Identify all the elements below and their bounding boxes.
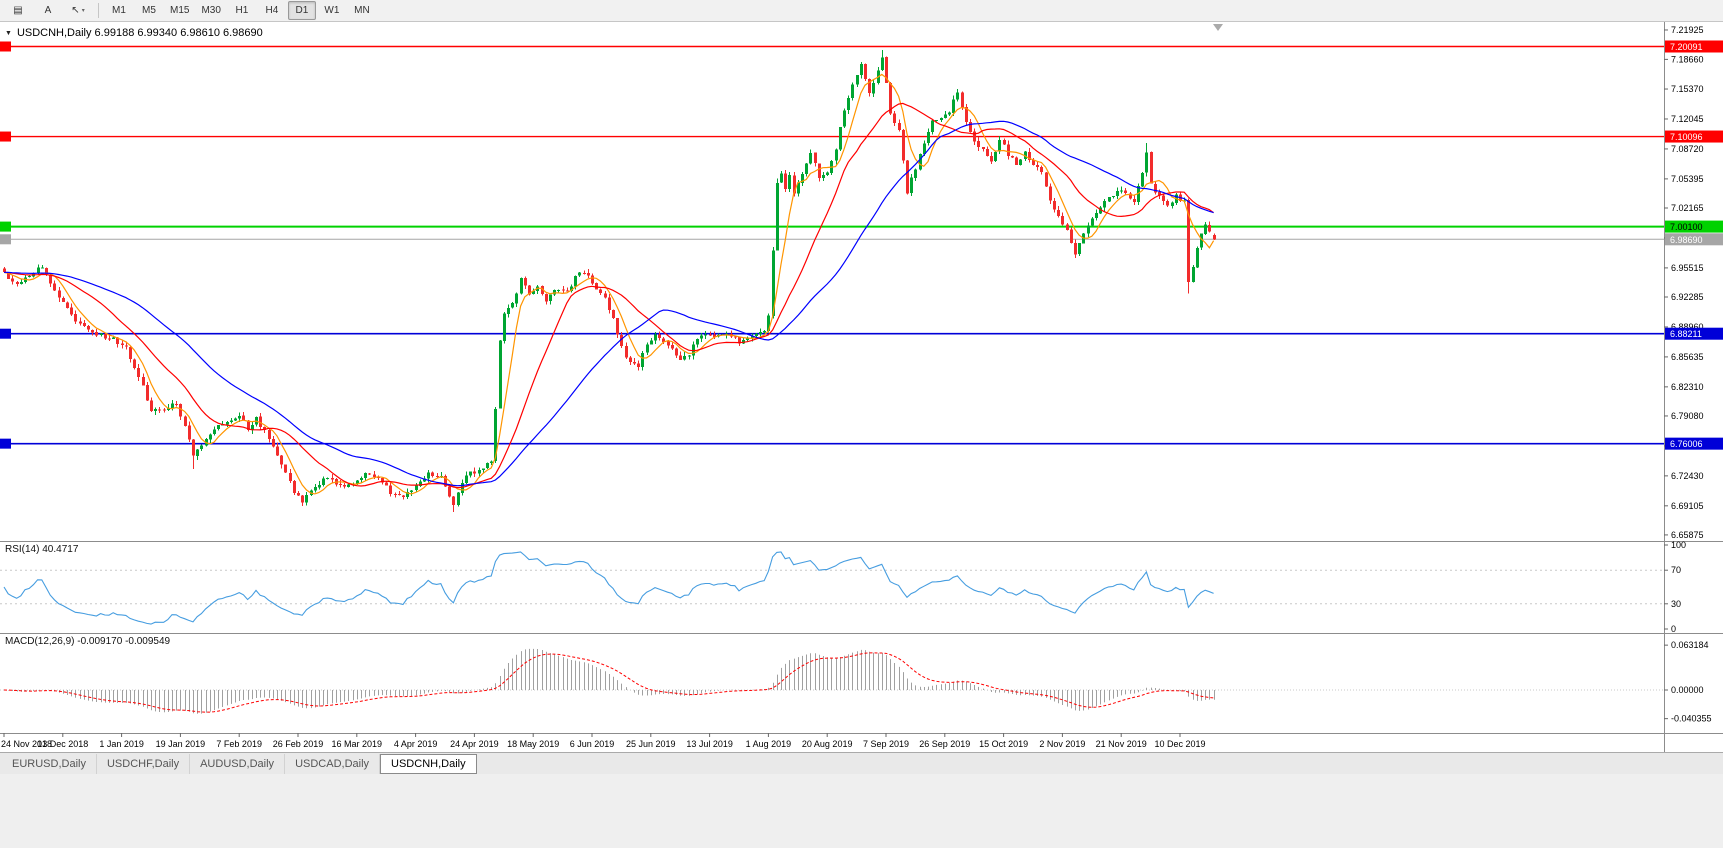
svg-text:30: 30	[1671, 599, 1681, 609]
toolbar-separator	[98, 3, 99, 18]
svg-text:6.98690: 6.98690	[1670, 235, 1703, 245]
svg-text:-0.040355: -0.040355	[1671, 714, 1712, 724]
svg-text:25 Jun 2019: 25 Jun 2019	[626, 739, 676, 749]
svg-text:7.00100: 7.00100	[1670, 222, 1703, 232]
svg-text:16 Mar 2019: 16 Mar 2019	[332, 739, 383, 749]
svg-text:21 Nov 2019: 21 Nov 2019	[1096, 739, 1147, 749]
rsi-panel: 100 70 30 0	[0, 540, 1686, 634]
timeframe-button-m15[interactable]: M15	[170, 5, 190, 16]
svg-text:20 Aug 2019: 20 Aug 2019	[802, 739, 853, 749]
svg-text:6 Jun 2019: 6 Jun 2019	[570, 739, 615, 749]
window-background	[0, 774, 1723, 848]
timeframe-button-w1[interactable]: W1	[324, 5, 340, 16]
symbol-dropdown-icon[interactable]: ▼	[5, 29, 12, 37]
ma-line-18	[3, 102, 1214, 489]
svg-text:6.82310: 6.82310	[1671, 382, 1704, 392]
chart-canvas[interactable]: 7.21925 7.18660 7.15370 7.12045 7.08720 7.053…	[0, 22, 1723, 752]
svg-text:24 Apr 2019: 24 Apr 2019	[450, 739, 499, 749]
svg-text:13 Dec 2018: 13 Dec 2018	[37, 739, 88, 749]
svg-text:2 Nov 2019: 2 Nov 2019	[1039, 739, 1085, 749]
svg-text:13 Jul 2019: 13 Jul 2019	[686, 739, 733, 749]
chart-tab-audusd[interactable]: AUDUSD,Daily	[190, 753, 286, 774]
svg-text:6.72430: 6.72430	[1671, 471, 1704, 481]
symbol-ohlc-text: USDCNH,Daily 6.99188 6.99340 6.98610 6.9…	[16, 27, 263, 39]
timeframe-button-h1[interactable]: H1	[235, 5, 249, 16]
price-axis[interactable]: 7.21925 7.18660 7.15370 7.12045 7.08720 7.053…	[1664, 22, 1723, 752]
symbol-title: ▼ USDCNH,Daily 6.99188 6.99340 6.98610 6…	[5, 27, 263, 39]
chart-tab-usdchf[interactable]: USDCHF,Daily	[97, 753, 191, 774]
svg-text:24 Nov 2018: 24 Nov 2018	[1, 739, 52, 749]
svg-text:7.08720: 7.08720	[1671, 144, 1704, 154]
svg-text:10 Dec 2019: 10 Dec 2019	[1154, 739, 1205, 749]
text-tool-icon[interactable]: A	[44, 5, 52, 16]
candlestick-series	[3, 50, 1216, 513]
svg-text:19 Jan 2019: 19 Jan 2019	[156, 739, 206, 749]
svg-text:4 Apr 2019: 4 Apr 2019	[394, 739, 438, 749]
hline-price-tags[interactable]: 7.20091 7.10096 7.00100 6.98690 6.88211 6.760…	[0, 40, 1723, 450]
svg-text:6.95515: 6.95515	[1671, 263, 1704, 273]
svg-text:1 Aug 2019: 1 Aug 2019	[746, 739, 792, 749]
timeframe-button-m5[interactable]: M5	[142, 5, 156, 16]
timeframe-button-h4[interactable]: H4	[265, 5, 279, 16]
chart-tab-usdcad[interactable]: USDCAD,Daily	[285, 753, 381, 774]
svg-text:6.76006: 6.76006	[1670, 439, 1703, 449]
ma-line-6	[3, 73, 1215, 495]
timeframe-button-m30[interactable]: M30	[201, 5, 221, 16]
rsi-label: RSI(14) 40.4717	[5, 544, 79, 555]
svg-text:26 Feb 2019: 26 Feb 2019	[273, 739, 324, 749]
svg-text:6.69105: 6.69105	[1671, 501, 1704, 511]
svg-text:7.15370: 7.15370	[1671, 84, 1704, 94]
timeframe-button-mn[interactable]: MN	[354, 5, 370, 16]
svg-text:26 Sep 2019: 26 Sep 2019	[919, 739, 970, 749]
svg-text:18 May 2019: 18 May 2019	[507, 739, 559, 749]
svg-text:70: 70	[1671, 565, 1681, 575]
timeframe-button-m1[interactable]: M1	[112, 5, 126, 16]
horizontal-lines[interactable]	[0, 45, 1664, 445]
svg-text:6.65875: 6.65875	[1671, 530, 1704, 540]
rsi-line	[3, 551, 1214, 625]
svg-text:1 Jan 2019: 1 Jan 2019	[99, 739, 144, 749]
svg-text:7 Sep 2019: 7 Sep 2019	[863, 739, 909, 749]
chart-grid-icon[interactable]: ▤	[13, 5, 23, 16]
svg-text:6.85635: 6.85635	[1671, 352, 1704, 362]
timeframe-button-d1[interactable]: D1	[287, 1, 316, 20]
svg-text:7.05395: 7.05395	[1671, 174, 1704, 184]
macd-panel: 0.063184 0.00000 -0.040355	[0, 640, 1712, 724]
svg-text:7.12045: 7.12045	[1671, 114, 1704, 124]
moving-averages	[3, 73, 1215, 495]
cursor-tool-icon[interactable]: ↖ ▾	[71, 5, 85, 16]
svg-text:0.063184: 0.063184	[1671, 640, 1709, 650]
svg-text:6.88960: 6.88960	[1671, 322, 1704, 332]
chart-tab-eurusd[interactable]: EURUSD,Daily	[2, 753, 97, 774]
svg-text:0: 0	[1671, 624, 1676, 634]
ma-line-40	[3, 120, 1214, 487]
chevron-down-icon: ▾	[81, 8, 85, 14]
macd-signal-line	[3, 652, 1214, 713]
chart-shift-marker-icon[interactable]	[1213, 24, 1223, 31]
svg-text:100: 100	[1671, 540, 1686, 550]
svg-text:7.02165: 7.02165	[1671, 203, 1704, 213]
chart-tab-usdcnh[interactable]: USDCNH,Daily	[380, 753, 477, 774]
svg-text:6.79080: 6.79080	[1671, 411, 1704, 421]
svg-text:7.20091: 7.20091	[1670, 42, 1703, 52]
top-toolbar: ▤ A ↖ ▾ M1 M5 M15 M30 H1 H4 D1 W1 MN	[0, 0, 1723, 22]
svg-text:6.88211: 6.88211	[1670, 329, 1702, 339]
svg-text:7.21925: 7.21925	[1671, 25, 1704, 35]
svg-text:7 Feb 2019: 7 Feb 2019	[216, 739, 262, 749]
chart-region: 7.21925 7.18660 7.15370 7.12045 7.08720 7.053…	[0, 22, 1723, 752]
svg-text:7.10096: 7.10096	[1670, 132, 1703, 142]
macd-label: MACD(12,26,9) -0.009170 -0.009549	[5, 636, 171, 647]
svg-text:15 Oct 2019: 15 Oct 2019	[979, 739, 1028, 749]
svg-text:6.92285: 6.92285	[1671, 292, 1704, 302]
svg-text:0.00000: 0.00000	[1671, 685, 1704, 695]
chart-tabbar: EURUSD,Daily USDCHF,Daily AUDUSD,Daily USDC…	[0, 752, 1723, 774]
svg-text:7.18660: 7.18660	[1671, 54, 1704, 64]
